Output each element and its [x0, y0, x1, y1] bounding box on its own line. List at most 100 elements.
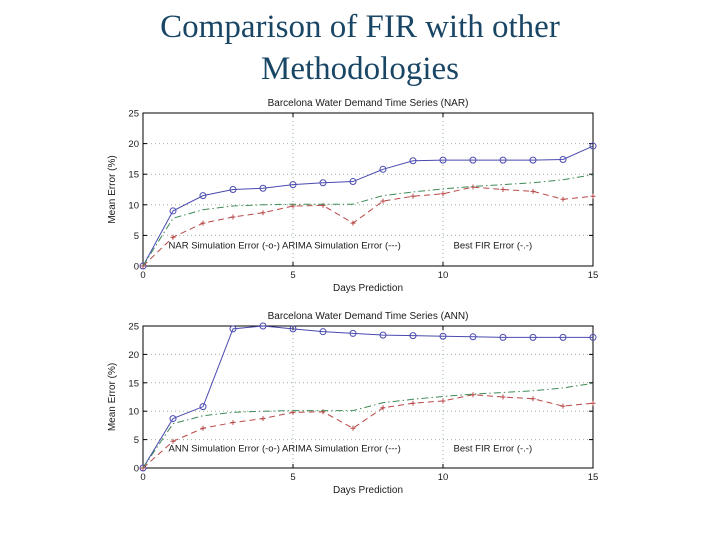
- x-axis-label: Days Prediction: [333, 485, 403, 496]
- series-marker: [589, 142, 597, 150]
- series-marker: [139, 464, 147, 472]
- series-marker: [289, 181, 297, 189]
- y-tick-label: 0: [134, 262, 139, 273]
- y-tick-label: 20: [128, 139, 139, 150]
- series-marker: [230, 214, 236, 220]
- plot-border: [142, 325, 594, 469]
- series-line-2: [142, 382, 594, 469]
- series-marker: [350, 220, 356, 226]
- series-line-1: [142, 394, 594, 469]
- series-marker: [440, 191, 446, 197]
- y-tick-label: 10: [128, 200, 139, 211]
- x-axis-label: Days Prediction: [333, 283, 403, 294]
- series-marker: [499, 156, 507, 164]
- series-marker: [169, 207, 177, 215]
- series-marker: [199, 403, 207, 411]
- y-tick-label: 5: [134, 435, 139, 446]
- series-marker: [410, 400, 416, 406]
- x-tick-label: 10: [438, 270, 449, 281]
- series-marker: [200, 220, 206, 226]
- series-marker: [530, 188, 536, 194]
- series-marker: [380, 198, 386, 204]
- series-marker: [439, 332, 447, 340]
- series-marker: [590, 400, 596, 406]
- series-marker: [199, 192, 207, 200]
- plot-border: [142, 112, 594, 267]
- chart-canvas: 0 5 10 15 0 5 10 15 20 25 Barcelona Water Demand T…: [107, 98, 599, 294]
- series-marker: [349, 329, 357, 337]
- x-tick-label: 10: [438, 472, 449, 483]
- series-line-0: [142, 325, 593, 469]
- series-marker: [589, 333, 597, 341]
- series-marker: [499, 333, 507, 341]
- series-marker: [229, 186, 237, 193]
- series-marker: [530, 396, 536, 402]
- series-marker: [170, 438, 176, 444]
- legend-left-text: NAR Simulation Error (-o-) ARIMA Simulat…: [169, 240, 401, 251]
- series-marker: [320, 202, 326, 208]
- series-marker: [259, 184, 267, 192]
- series-marker: [469, 156, 477, 164]
- series-marker: [409, 157, 417, 165]
- nar-error-chart: 0 5 10 15 0 5 10 15 20 25 Barcelona Water Demand T…: [103, 94, 610, 302]
- series-marker: [350, 425, 356, 431]
- series-marker: [230, 420, 236, 426]
- series-marker: [260, 416, 266, 422]
- series-line-2: [142, 174, 594, 267]
- series-marker: [200, 425, 206, 431]
- x-tick-label: 0: [140, 472, 145, 483]
- y-tick-label: 10: [128, 407, 139, 418]
- series-marker: [559, 156, 567, 164]
- series-marker: [229, 325, 237, 333]
- series-marker: [379, 165, 387, 173]
- y-tick-label: 25: [128, 109, 139, 120]
- chart-title: Barcelona Water Demand Time Series (NAR): [268, 98, 469, 109]
- y-tick-label: 15: [128, 378, 139, 389]
- y-tick-label: 5: [134, 231, 139, 242]
- series-marker: [560, 196, 566, 202]
- y-tick-label: 25: [128, 322, 139, 333]
- y-axis-label: Mean Error (%): [107, 155, 118, 223]
- series-marker: [500, 394, 506, 400]
- x-tick-label: 15: [588, 270, 599, 281]
- y-axis-label: Mean Error (%): [107, 363, 118, 431]
- x-tick-label: 15: [588, 472, 599, 483]
- legend-right-text: Best FIR Error (-.-): [454, 240, 533, 251]
- series-marker: [470, 184, 476, 190]
- series-marker: [319, 179, 327, 187]
- series-line-0: [142, 145, 594, 267]
- series-marker: [409, 332, 417, 340]
- series-marker: [590, 193, 596, 199]
- series-marker: [260, 210, 266, 216]
- slide-title-line1: Comparison of FIR with other: [160, 9, 560, 45]
- series-marker: [440, 398, 446, 404]
- series-marker: [169, 415, 177, 423]
- y-tick-label: 20: [128, 350, 139, 361]
- series-marker: [410, 193, 416, 199]
- series-marker: [529, 333, 537, 341]
- series-marker: [320, 409, 326, 415]
- series-marker: [379, 331, 387, 339]
- slide-title-line2: Methodologies: [261, 51, 459, 87]
- chart-title: Barcelona Water Demand Time Series (ANN): [268, 311, 469, 322]
- y-tick-label: 0: [134, 464, 139, 475]
- series-marker: [560, 403, 566, 409]
- legend-left-text: ANN Simulation Error (-o-) ARIMA Simulat…: [169, 444, 401, 455]
- series-marker: [500, 187, 506, 192]
- series-marker: [349, 178, 357, 186]
- series-marker: [380, 405, 386, 411]
- series-marker: [469, 333, 477, 341]
- series-marker: [289, 325, 297, 333]
- series-line-1: [142, 186, 594, 267]
- y-tick-label: 15: [128, 170, 139, 181]
- x-tick-label: 0: [140, 270, 145, 281]
- series-marker: [439, 156, 447, 164]
- series-marker: [170, 234, 176, 240]
- series-marker: [259, 322, 267, 330]
- chart-canvas: 0 5 10 15 0 5 10 15 20 25 Barcelona Water Demand T…: [107, 311, 599, 496]
- series-marker: [559, 333, 567, 341]
- series-marker: [529, 156, 537, 164]
- x-tick-label: 5: [290, 270, 295, 281]
- x-tick-label: 5: [290, 472, 295, 483]
